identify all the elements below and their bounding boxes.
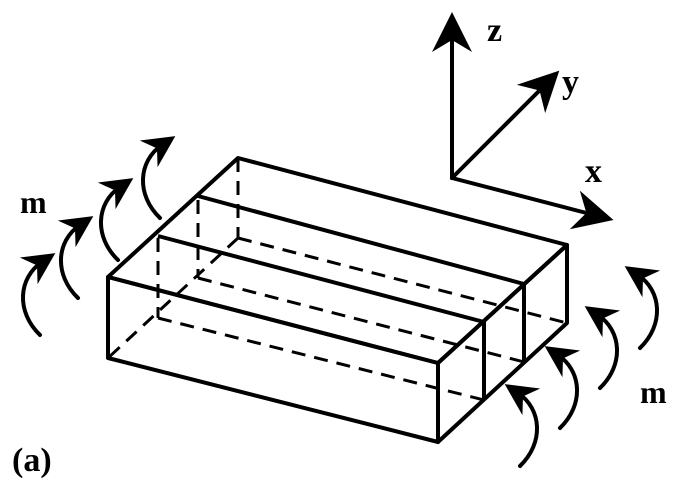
box-right-face (436, 243, 569, 444)
moment-arrow-right-4 (624, 266, 661, 350)
box-hidden-edges (106, 158, 568, 402)
right-moment-arrows (504, 266, 661, 468)
moment-arrow-right-3 (584, 306, 621, 390)
figure-caption: (a) (12, 442, 52, 479)
y-axis-label: y (562, 64, 579, 101)
moment-label-right: m (640, 374, 667, 410)
moment-arrow-left-4 (139, 136, 176, 220)
x-axis (450, 176, 614, 230)
moment-label-left: m (20, 184, 47, 220)
coordinate-axes (432, 12, 614, 230)
moment-arrow-right-2 (544, 346, 581, 430)
moment-arrow-left-1 (19, 253, 56, 337)
box-visible-edges (106, 156, 569, 444)
moment-arrow-left-3 (97, 178, 134, 262)
moment-arrow-left-2 (57, 216, 94, 300)
x-axis-label: x (585, 153, 602, 190)
box-front-face (106, 275, 440, 444)
z-axis-label: z (487, 12, 503, 49)
y-axis (450, 70, 560, 180)
left-moment-arrows (19, 136, 176, 337)
moment-arrow-right-1 (504, 384, 541, 468)
